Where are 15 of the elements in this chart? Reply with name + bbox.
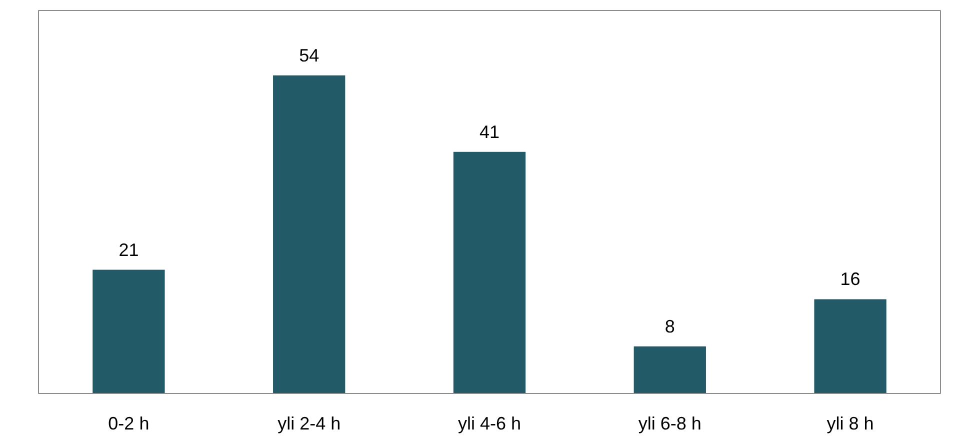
- data-label: 41: [479, 122, 500, 142]
- bar: [273, 75, 346, 394]
- x-tick-label: yli 6-8 h: [638, 414, 702, 434]
- x-tick-label: 0-2 h: [108, 414, 150, 434]
- data-label: 21: [118, 240, 139, 260]
- bar: [453, 152, 526, 394]
- x-tick-label: yli 8 h: [826, 414, 874, 434]
- x-tick-label: yli 2-4 h: [278, 414, 341, 434]
- data-label: 54: [299, 45, 320, 66]
- bar: [92, 270, 165, 394]
- x-tick-label: yli 4-6 h: [458, 414, 522, 434]
- bar: [814, 299, 886, 394]
- data-label: 8: [664, 316, 675, 336]
- data-label: 16: [840, 269, 860, 290]
- bar: [634, 346, 706, 394]
